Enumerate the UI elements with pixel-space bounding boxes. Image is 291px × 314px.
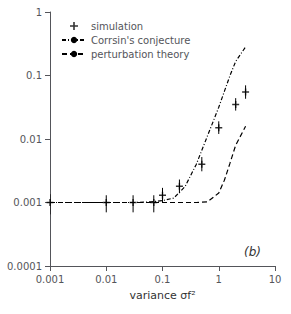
svg-text:1: 1 bbox=[216, 274, 222, 285]
svg-text:perturbation theory: perturbation theory bbox=[91, 49, 189, 60]
svg-text:(b): (b) bbox=[244, 245, 261, 259]
svg-text:0.1: 0.1 bbox=[155, 274, 171, 285]
svg-text:0.001: 0.001 bbox=[13, 197, 42, 208]
svg-text:0.01: 0.01 bbox=[20, 134, 42, 145]
svg-text:1: 1 bbox=[36, 7, 42, 18]
svg-text:0.1: 0.1 bbox=[26, 70, 42, 81]
svg-text:simulation: simulation bbox=[91, 21, 143, 32]
svg-text:10: 10 bbox=[269, 274, 282, 285]
svg-text:0.01: 0.01 bbox=[95, 274, 117, 285]
svg-text:variance σf²: variance σf² bbox=[129, 289, 195, 302]
svg-text:0.001: 0.001 bbox=[36, 274, 65, 285]
svg-text:0.0001: 0.0001 bbox=[7, 261, 42, 272]
svg-text:Corrsin's conjecture: Corrsin's conjecture bbox=[91, 35, 190, 46]
